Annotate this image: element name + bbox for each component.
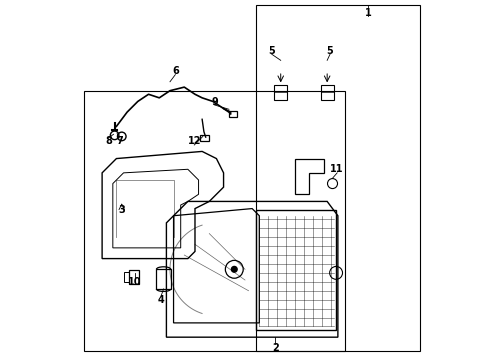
Bar [84,91,345,351]
Text: 5: 5 [269,46,275,56]
Bar [274,85,287,100]
Text: 8: 8 [105,136,112,147]
Text: 10: 10 [128,277,142,287]
Text: 3: 3 [119,205,125,215]
Circle shape [231,266,237,272]
Bar [256,210,336,330]
Text: 9: 9 [211,97,218,107]
Bar [229,111,237,117]
Bar [200,135,209,141]
Bar [129,270,139,284]
Bar [156,269,171,289]
Bar [124,272,129,282]
Bar [256,5,420,351]
Text: 12: 12 [188,136,201,147]
Text: 5: 5 [327,46,333,56]
Text: 11: 11 [330,164,344,174]
Text: 2: 2 [272,343,279,353]
Bar [321,85,334,100]
Text: 4: 4 [158,295,165,305]
Text: 7: 7 [116,136,122,147]
Text: 1: 1 [365,8,371,18]
Text: 6: 6 [172,66,179,76]
